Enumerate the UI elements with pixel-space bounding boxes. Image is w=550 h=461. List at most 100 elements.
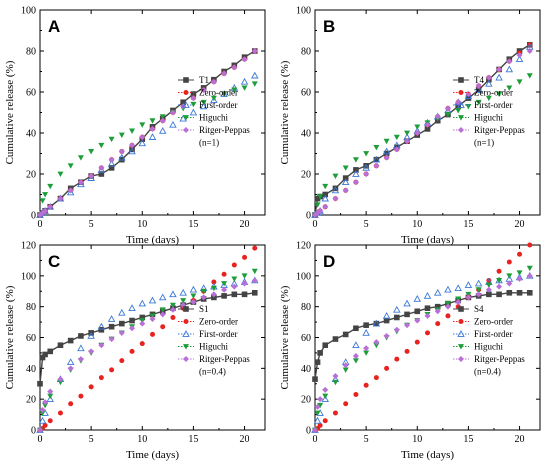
data-point <box>474 86 483 93</box>
legend-marker <box>457 101 465 108</box>
data-point <box>342 367 349 373</box>
data-point <box>445 313 451 319</box>
data-point <box>455 108 462 114</box>
data-point <box>414 124 421 130</box>
y-tick-label: 60 <box>301 333 311 344</box>
data-point <box>252 245 258 251</box>
y-tick-label: 80 <box>26 47 36 58</box>
data-point <box>57 410 63 416</box>
panel-A: 0 5 10 15 20 0 20 40 60 80 100 Time (days) Cumulativ… <box>4 6 266 246</box>
data-point <box>138 299 147 307</box>
data-point <box>475 287 482 293</box>
data-point <box>485 286 492 293</box>
data-point <box>363 345 370 352</box>
data-point <box>372 319 381 327</box>
data-point <box>210 78 217 85</box>
data-point <box>77 155 84 161</box>
legend-marker <box>458 115 464 121</box>
data-point <box>241 56 248 63</box>
data-point <box>200 99 207 106</box>
y-tick-label: 20 <box>26 170 36 181</box>
data-point <box>393 134 400 141</box>
data-point <box>363 322 369 328</box>
data-point <box>231 262 237 268</box>
data-point <box>517 251 523 257</box>
data-point <box>314 410 321 417</box>
x-tick-label: 20 <box>240 219 250 230</box>
y-tick-label: 40 <box>26 364 36 375</box>
data-point <box>414 308 421 315</box>
legend-label: S4 <box>474 304 484 314</box>
y-tick-label: 40 <box>301 364 311 375</box>
data-point <box>312 427 318 433</box>
x-tick-label: 15 <box>463 434 473 445</box>
data-point <box>352 179 359 186</box>
x-axis-title: Time (days) <box>401 234 454 246</box>
data-point <box>372 155 381 163</box>
data-point <box>331 186 340 194</box>
data-point <box>404 130 411 136</box>
y-tick-label: 80 <box>26 302 36 313</box>
data-point <box>414 130 421 136</box>
data-point <box>465 91 472 98</box>
data-point <box>87 332 95 339</box>
data-point <box>317 396 324 403</box>
data-point <box>159 307 166 313</box>
data-point <box>496 268 502 274</box>
data-point <box>317 422 323 428</box>
data-point <box>107 159 116 167</box>
data-point <box>139 122 146 128</box>
data-point <box>88 348 95 355</box>
data-point <box>138 139 147 147</box>
data-point <box>170 314 176 320</box>
data-point <box>251 48 258 54</box>
data-point <box>506 85 513 91</box>
data-point <box>332 379 339 386</box>
x-tick-label: 15 <box>188 219 198 230</box>
data-point <box>373 342 380 349</box>
legend: T1 Zero-order First-order Higuchi Ritger-Pep… <box>178 75 250 148</box>
data-point <box>322 342 329 349</box>
data-point <box>129 142 136 149</box>
data-point <box>506 58 513 65</box>
data-point <box>433 288 442 296</box>
data-point <box>322 393 329 400</box>
y-tick-label: 40 <box>26 129 36 140</box>
data-point <box>97 165 106 173</box>
data-point <box>88 173 95 180</box>
data-point <box>455 299 462 306</box>
data-point <box>332 336 339 342</box>
data-point <box>464 92 473 99</box>
data-point <box>527 242 533 248</box>
legend-marker <box>457 330 465 337</box>
data-point <box>57 379 64 386</box>
data-point <box>496 283 503 290</box>
data-point <box>485 74 492 81</box>
data-point <box>67 187 74 194</box>
data-point <box>373 144 380 151</box>
data-point <box>47 348 54 355</box>
x-axis-title: Time (days) <box>401 449 454 461</box>
x-tick-label: 20 <box>240 434 250 445</box>
data-point <box>159 311 166 318</box>
data-point <box>67 163 74 169</box>
data-point <box>341 178 350 186</box>
data-point <box>444 105 451 112</box>
legend-label: First-order <box>199 329 238 339</box>
data-point <box>169 109 176 116</box>
data-point <box>526 48 533 54</box>
data-point <box>57 195 64 202</box>
data-point <box>352 358 359 364</box>
data-point <box>342 331 349 338</box>
data-point <box>414 317 421 324</box>
data-point <box>119 320 125 327</box>
legend-marker <box>183 344 189 350</box>
data-point <box>149 316 156 322</box>
data-point <box>394 314 400 321</box>
data-point <box>37 427 43 433</box>
data-point <box>42 207 49 214</box>
data-point <box>47 388 54 395</box>
data-point <box>200 86 207 93</box>
data-point <box>129 325 136 332</box>
data-point <box>190 299 197 306</box>
